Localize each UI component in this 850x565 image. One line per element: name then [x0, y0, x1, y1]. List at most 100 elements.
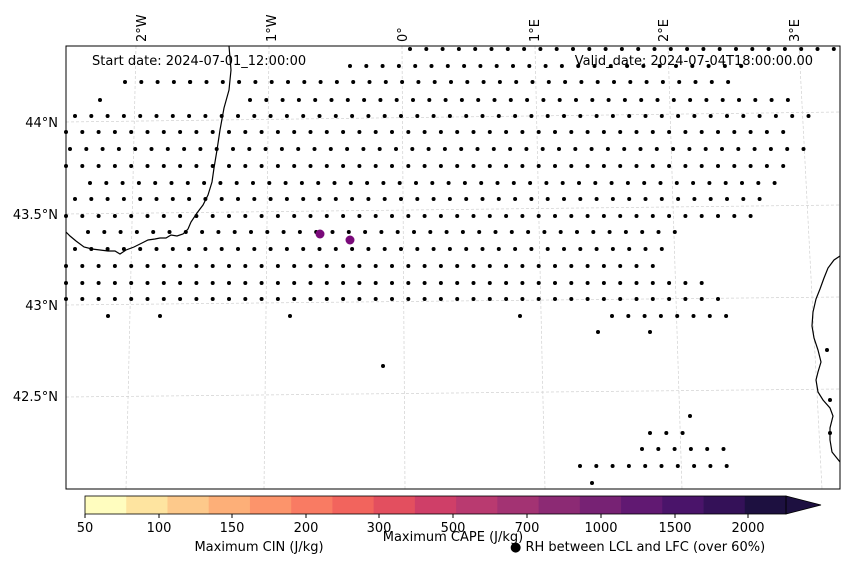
rh-marker [373, 281, 378, 285]
rh-marker [198, 147, 203, 151]
rh-marker [524, 147, 529, 151]
rh-marker [170, 197, 175, 201]
rh-marker [569, 130, 574, 134]
rh-marker [382, 247, 387, 251]
rh-marker [724, 464, 729, 468]
colorbar-outline [84, 495, 787, 515]
rh-marker [688, 414, 692, 418]
rh-marker [438, 281, 443, 285]
rh-marker [636, 47, 641, 51]
rh-marker [480, 114, 485, 118]
colorbar-cell [208, 496, 251, 514]
lon-label: 2°E [657, 19, 672, 42]
rh-marker [214, 147, 219, 151]
rh-marker [528, 181, 533, 185]
rh-marker [465, 80, 470, 84]
rh-marker [752, 147, 757, 151]
rh-marker [692, 197, 697, 201]
rh-marker [671, 98, 676, 102]
rh-marker [683, 297, 688, 301]
rh-marker [275, 264, 280, 268]
rh-marker [252, 114, 257, 118]
rh-marker [121, 197, 126, 201]
rh-marker [415, 197, 420, 201]
rh-marker [527, 64, 532, 68]
rh-marker [496, 247, 501, 251]
rh-marker [476, 98, 481, 102]
rh-marker [628, 80, 633, 84]
rh-marker [333, 114, 338, 118]
rh-marker [202, 181, 207, 185]
rh-marker [487, 297, 492, 301]
rh-marker [585, 130, 590, 134]
rh-marker [443, 98, 448, 102]
rh-marker [741, 197, 746, 201]
rh-marker [644, 80, 649, 84]
rh-marker [382, 197, 387, 201]
rh-marker [553, 264, 557, 268]
rh-marker [220, 80, 225, 84]
rh-marker [609, 181, 614, 185]
rh-marker [154, 197, 159, 201]
rh-marker [790, 114, 795, 118]
lon-label: 3°E [788, 19, 803, 42]
rh-marker [284, 247, 289, 251]
rh-marker [536, 264, 541, 268]
rh-marker [495, 181, 500, 185]
rh-marker [656, 447, 661, 451]
rh-marker [734, 47, 738, 51]
rh-marker [726, 80, 731, 84]
rh-marker [741, 114, 746, 118]
rh-marker [721, 447, 726, 451]
rh-marker [348, 181, 353, 185]
rh-marker [346, 230, 351, 234]
rh-marker [438, 264, 443, 268]
rh-marker [165, 147, 170, 151]
rh-marker [594, 247, 599, 251]
rh-marker [664, 431, 669, 435]
lon-label: 2°W [135, 14, 150, 42]
rh-marker [579, 80, 584, 84]
rh-marker [341, 281, 346, 285]
rh-marker [185, 181, 190, 185]
rh-marker [724, 314, 729, 318]
rh-marker [252, 247, 257, 251]
rh-marker [248, 98, 252, 102]
rh-marker [365, 181, 370, 185]
rh-marker [112, 164, 117, 168]
rh-marker [683, 164, 688, 168]
rh-marker [279, 147, 284, 151]
rh-marker [623, 230, 628, 234]
rh-marker [560, 181, 565, 185]
rh-marker [593, 181, 598, 185]
rh-marker [622, 147, 627, 151]
rh-marker [161, 297, 166, 301]
rh-marker [699, 130, 704, 134]
colorbar-cell [249, 496, 292, 514]
rh-marker [251, 181, 255, 185]
rh-marker [118, 230, 123, 234]
rh-marker [487, 264, 492, 268]
rh-marker [608, 64, 613, 68]
rh-marker [768, 147, 773, 151]
rh-marker [324, 297, 329, 301]
rh-marker [275, 130, 280, 134]
rh-marker [145, 281, 150, 285]
rh-marker [704, 98, 709, 102]
map-background [66, 46, 840, 489]
rh-marker [642, 181, 647, 185]
rh-marker [529, 247, 534, 251]
rh-marker [553, 130, 557, 134]
rh-marker [357, 281, 362, 285]
rh-marker [429, 64, 434, 68]
rh-marker [96, 264, 101, 268]
rh-marker [366, 247, 371, 251]
rh-marker [406, 264, 411, 268]
rh-marker [431, 114, 436, 118]
rh-marker [268, 197, 273, 201]
rh-marker [464, 247, 469, 251]
rh-marker [292, 164, 297, 168]
rh-marker [210, 281, 215, 285]
rh-marker [703, 147, 708, 151]
rh-marker [161, 264, 166, 268]
